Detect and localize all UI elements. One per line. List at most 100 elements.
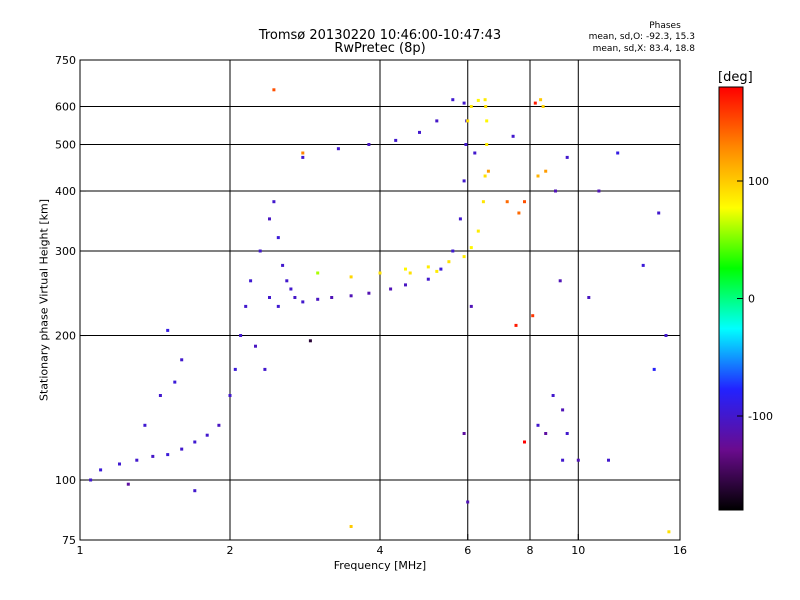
x-tick-label: 16 [673,544,687,557]
data-point [135,458,139,462]
data-points [89,88,671,534]
data-point [118,462,121,466]
data-point [657,211,661,215]
x-axis-label: Frequency [MHz] [333,559,427,572]
colorbar-tick-label: -100 [748,410,773,423]
data-point [249,279,253,283]
data-point [301,151,305,155]
data-point [276,304,280,308]
data-point [272,200,276,204]
data-point [301,155,305,159]
data-point [289,287,293,291]
colorbar-tick-label: 100 [748,175,769,188]
axis-ticks: 1 2 4 6 8 10 16 75 100 200 300 400 500 600 750 [55,54,687,557]
phase-x-stats: mean, sd,X: 83.4, 18.8 [592,44,695,54]
data-point [539,98,543,102]
data-point [404,267,407,271]
data-point [476,98,480,102]
data-point [451,249,455,253]
data-point [418,130,421,134]
data-point [293,296,297,299]
data-point [466,500,470,504]
data-point [439,267,443,271]
data-point [485,143,489,146]
data-point [544,169,548,173]
data-point [458,217,462,221]
data-point [533,101,537,105]
data-point [462,179,466,183]
data-point [641,263,645,267]
data-point [483,174,487,178]
data-point [143,423,147,427]
data-point [99,468,103,472]
y-tick-label: 750 [55,54,76,67]
data-point [205,433,209,437]
data-point [469,246,473,250]
data-point [158,394,162,397]
chart-subtitle: RwPretec (8p) [334,41,426,56]
data-point [462,432,466,435]
data-point [404,283,407,287]
data-point [330,296,334,299]
data-point [254,344,257,348]
x-tick-label: 8 [527,544,534,557]
data-point [228,394,232,397]
data-point [408,271,412,275]
data-point [476,229,480,233]
data-point [462,255,466,259]
data-point [565,432,569,435]
colorbar-tick-label: 0 [748,293,755,306]
colorbar-unit-label: [deg] [718,70,753,85]
y-tick-label: 75 [62,534,76,547]
data-point [389,287,393,291]
data-point [652,367,656,371]
data-point [281,263,285,267]
data-point [193,489,197,493]
data-point [469,105,473,108]
data-point [485,119,489,123]
data-point [367,291,371,295]
data-point [511,134,515,138]
data-point [616,151,620,155]
colorbar-ticks: 100 0 -100 [737,175,773,423]
data-point [316,271,320,275]
data-point [349,275,353,279]
data-point [523,440,526,444]
data-point [426,265,430,269]
data-point [151,454,155,458]
x-tick-label: 6 [464,544,471,557]
y-tick-label: 400 [55,185,76,198]
data-point [483,98,487,102]
y-tick-label: 500 [55,139,76,152]
phases-heading: Phases [649,21,681,31]
data-point [308,339,312,343]
data-point [486,169,490,173]
data-point [607,458,610,462]
data-point [558,279,562,283]
data-point [233,367,237,371]
data-point [426,277,430,281]
x-tick-label: 2 [227,544,234,557]
data-point [263,367,267,371]
data-point [268,217,271,221]
data-point [536,423,540,427]
data-point [561,408,565,412]
data-point [505,200,509,204]
data-point [276,236,280,240]
data-point [561,458,565,462]
grid-lines [80,60,680,540]
y-tick-label: 600 [55,101,76,114]
data-point [336,147,340,151]
data-point [597,189,601,193]
data-point [193,440,197,444]
data-point [239,334,243,337]
x-tick-label: 10 [571,544,585,557]
data-point [435,119,439,123]
data-point [523,200,526,204]
data-point [536,174,540,178]
data-point [484,105,488,108]
data-point [531,314,535,318]
x-tick-label: 1 [77,544,84,557]
y-tick-label: 200 [55,330,76,343]
